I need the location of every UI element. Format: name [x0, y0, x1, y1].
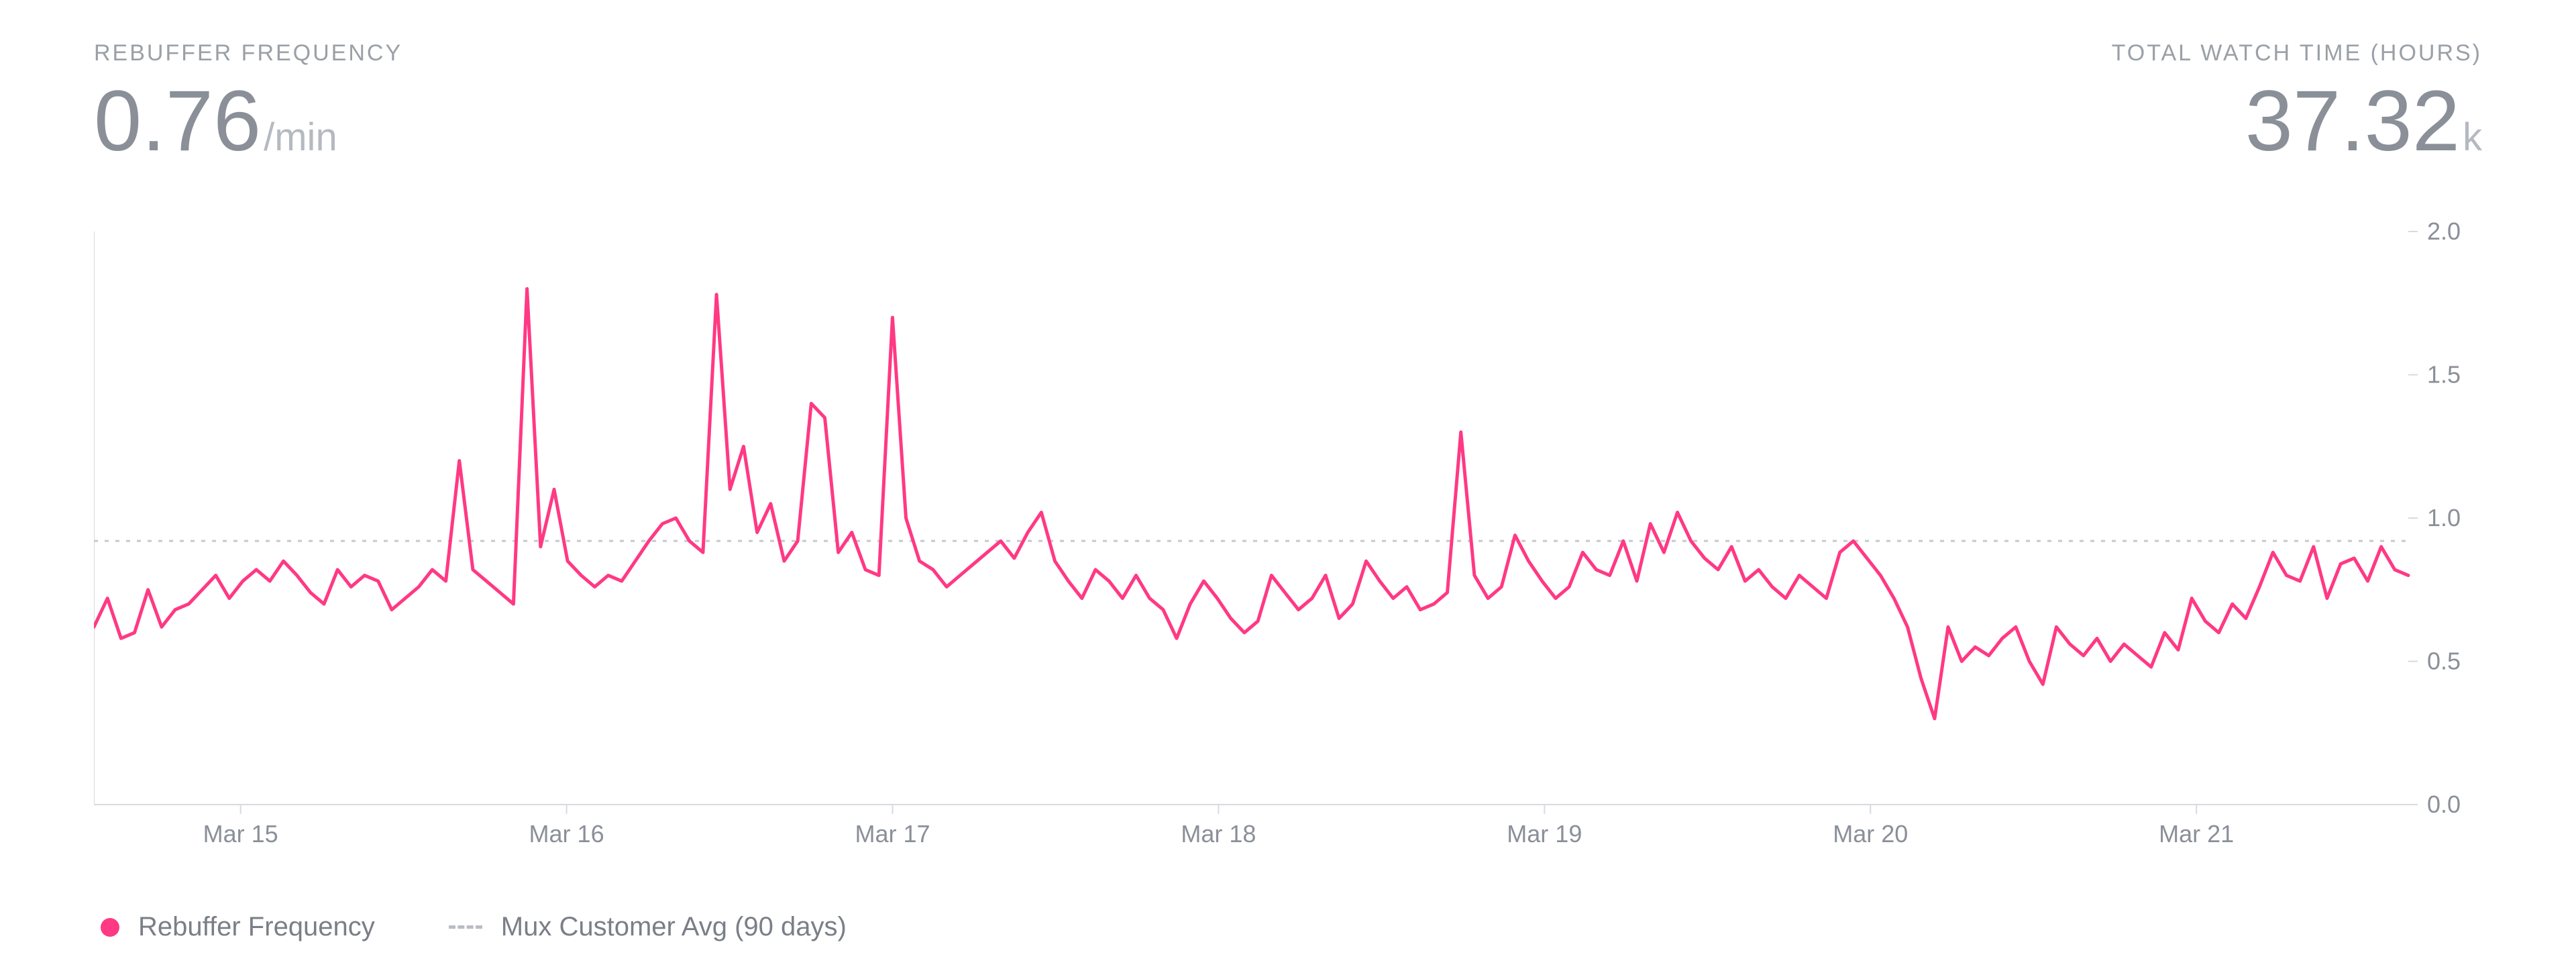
svg-text:Mar 21: Mar 21: [2159, 820, 2234, 848]
watch-time-number: 37.32: [2245, 73, 2460, 169]
svg-text:Mar 20: Mar 20: [1833, 820, 1908, 848]
line-chart: 0.0 0.5 1.0 1.5 2.0 Mar 15 Mar 16 Mar 17 Mar 18 M…: [94, 218, 2482, 858]
svg-text:Mar 17: Mar 17: [855, 820, 930, 848]
watch-time-value: 37.32k: [2245, 79, 2482, 164]
legend-avg: Mux Customer Avg (90 days): [449, 912, 847, 942]
rebuffer-frequency-unit: /min: [264, 115, 337, 159]
watch-time-metric: TOTAL WATCH TIME (HOURS) 37.32k: [2112, 40, 2482, 164]
svg-text:0.5: 0.5: [2427, 648, 2461, 675]
svg-text:1.5: 1.5: [2427, 361, 2461, 389]
svg-text:Mar 15: Mar 15: [203, 820, 278, 848]
watch-time-unit: k: [2463, 115, 2482, 159]
legend-avg-dash: [449, 925, 482, 929]
rebuffer-frequency-label: REBUFFER FREQUENCY: [94, 40, 402, 66]
rebuffer-frequency-value: 0.76/min: [94, 79, 402, 164]
svg-text:Mar 16: Mar 16: [529, 820, 604, 848]
legend-series: Rebuffer Frequency: [101, 912, 375, 942]
svg-text:0.0: 0.0: [2427, 790, 2461, 818]
legend-avg-label: Mux Customer Avg (90 days): [501, 912, 847, 942]
rebuffer-frequency-number: 0.76: [94, 73, 261, 169]
rebuffer-frequency-metric: REBUFFER FREQUENCY 0.76/min: [94, 40, 402, 164]
legend-series-dot: [101, 918, 119, 937]
watch-time-label: TOTAL WATCH TIME (HOURS): [2112, 40, 2482, 66]
svg-text:2.0: 2.0: [2427, 218, 2461, 245]
svg-text:1.0: 1.0: [2427, 504, 2461, 531]
metrics-header: REBUFFER FREQUENCY 0.76/min TOTAL WATCH …: [94, 40, 2482, 164]
chart-legend: Rebuffer Frequency Mux Customer Avg (90 …: [94, 892, 2482, 942]
metric-panel: REBUFFER FREQUENCY 0.76/min TOTAL WATCH …: [0, 0, 2576, 969]
svg-text:Mar 19: Mar 19: [1507, 820, 1582, 848]
legend-series-label: Rebuffer Frequency: [138, 912, 375, 942]
chart-area: 0.0 0.5 1.0 1.5 2.0 Mar 15 Mar 16 Mar 17 Mar 18 M…: [94, 218, 2482, 858]
svg-text:Mar 18: Mar 18: [1181, 820, 1256, 848]
